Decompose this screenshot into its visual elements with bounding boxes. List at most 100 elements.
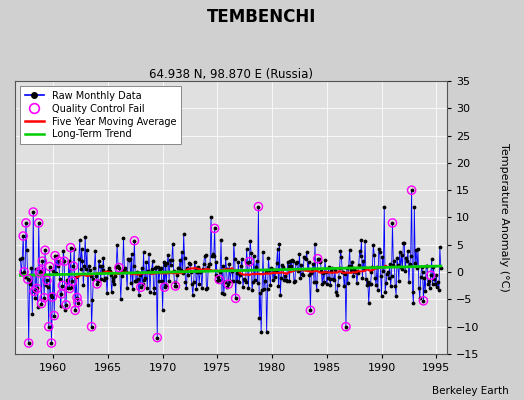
Point	[434, 279, 442, 285]
Point	[243, 260, 252, 266]
Point	[267, 264, 276, 271]
Point	[286, 258, 294, 264]
Point	[321, 257, 329, 263]
Point	[323, 280, 331, 287]
Point	[189, 292, 197, 298]
Point	[421, 288, 430, 294]
Point	[216, 269, 224, 275]
Point	[289, 258, 297, 265]
Point	[25, 340, 33, 346]
Point	[155, 278, 163, 284]
Point	[168, 256, 176, 263]
Point	[375, 246, 383, 252]
Point	[335, 265, 344, 272]
Point	[315, 258, 324, 265]
Point	[414, 284, 423, 291]
Point	[67, 244, 75, 251]
Point	[387, 273, 396, 279]
Point	[264, 286, 272, 292]
Point	[225, 261, 234, 268]
Point	[25, 340, 33, 346]
Point	[385, 275, 393, 282]
Point	[137, 284, 145, 290]
Point	[187, 269, 195, 275]
Point	[209, 251, 217, 257]
Point	[201, 252, 210, 258]
Point	[355, 248, 364, 254]
Point	[230, 240, 238, 247]
Point	[21, 274, 29, 280]
Point	[41, 247, 49, 254]
Point	[328, 265, 336, 272]
Point	[373, 264, 381, 270]
Point	[197, 268, 205, 274]
Point	[137, 264, 146, 271]
Point	[313, 256, 322, 262]
Point	[379, 268, 388, 274]
Point	[22, 220, 30, 226]
Point	[190, 278, 198, 285]
Point	[154, 264, 162, 270]
Point	[246, 238, 255, 244]
Point	[153, 334, 161, 341]
Point	[149, 284, 158, 291]
Point	[234, 258, 243, 265]
Point	[31, 294, 39, 301]
Point	[239, 284, 247, 290]
Point	[422, 262, 430, 269]
Point	[100, 276, 108, 283]
Point	[115, 264, 123, 271]
Point	[64, 285, 72, 292]
Point	[60, 258, 69, 264]
Point	[219, 262, 227, 269]
Point	[294, 267, 303, 274]
Point	[77, 266, 85, 272]
Point	[50, 312, 58, 319]
Point	[174, 264, 182, 271]
Point	[69, 263, 78, 269]
Point	[330, 276, 339, 283]
Point	[68, 278, 77, 284]
Point	[244, 285, 253, 292]
Point	[227, 267, 235, 274]
Point	[136, 271, 144, 278]
Point	[353, 280, 361, 286]
Point	[26, 280, 35, 287]
Point	[281, 276, 290, 283]
Point	[27, 265, 36, 272]
Point	[122, 269, 130, 275]
Point	[374, 286, 382, 293]
Point	[184, 271, 192, 278]
Point	[71, 307, 79, 314]
Point	[137, 284, 145, 290]
Point	[46, 263, 54, 270]
Point	[181, 279, 190, 285]
Point	[388, 220, 397, 226]
Point	[196, 268, 204, 275]
Point	[113, 242, 121, 248]
Point	[351, 268, 359, 275]
Point	[102, 275, 111, 282]
Point	[40, 294, 48, 301]
Point	[146, 288, 154, 295]
Point	[206, 260, 214, 267]
Point	[253, 257, 261, 264]
Point	[275, 241, 283, 248]
Point	[425, 278, 433, 284]
Point	[302, 249, 311, 255]
Point	[30, 288, 38, 294]
Point	[36, 270, 44, 276]
Point	[283, 258, 292, 265]
Point	[256, 290, 265, 296]
Point	[182, 285, 191, 292]
Point	[224, 281, 233, 288]
Point	[40, 294, 48, 301]
Point	[370, 252, 378, 258]
Point	[270, 269, 278, 276]
Point	[148, 258, 157, 264]
Point	[277, 274, 286, 281]
Point	[237, 262, 245, 269]
Point	[371, 274, 379, 281]
Point	[177, 267, 185, 273]
Point	[68, 284, 76, 290]
